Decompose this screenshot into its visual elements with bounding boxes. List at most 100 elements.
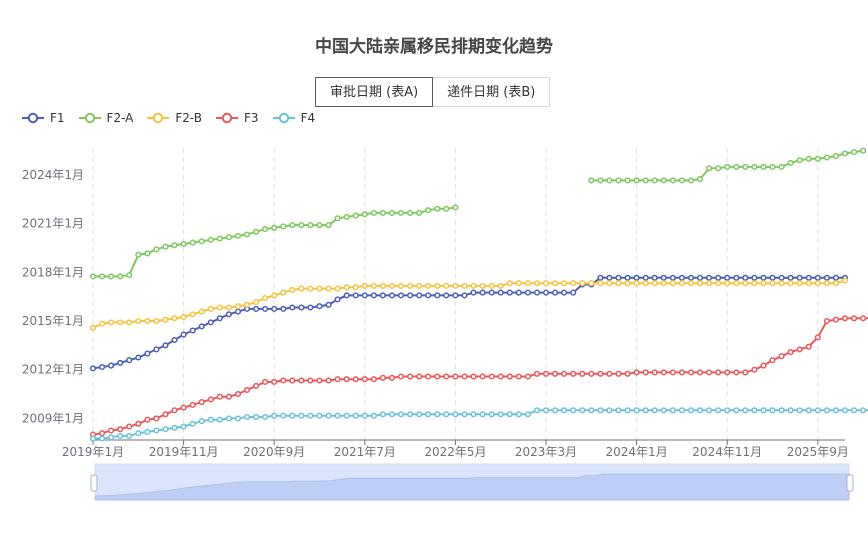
data-point-f2-b: [99, 320, 106, 327]
data-point-f2-a: [606, 177, 613, 184]
data-point-f3: [289, 377, 296, 384]
legend-item-f1[interactable]: F1: [22, 111, 65, 125]
data-point-f1: [742, 274, 749, 281]
data-point-f4: [624, 407, 631, 414]
data-point-f1: [760, 274, 767, 281]
data-point-f2-a: [171, 242, 178, 249]
data-point-f2-a: [434, 205, 441, 212]
data-point-f2-b: [434, 282, 441, 289]
zoom-handle-left[interactable]: [90, 474, 98, 492]
data-point-f3: [506, 373, 513, 380]
data-point-f2-b: [216, 304, 223, 311]
data-point-f2-a: [724, 163, 731, 170]
data-point-f3: [860, 315, 867, 322]
data-point-f2-b: [298, 285, 305, 292]
data-point-f1: [524, 289, 531, 296]
data-point-f3: [724, 369, 731, 376]
data-point-f1: [470, 289, 477, 296]
data-point-f3: [108, 427, 115, 434]
data-point-f1: [570, 289, 577, 296]
data-point-f4: [89, 435, 97, 442]
data-point-f3: [361, 376, 368, 383]
data-point-f1: [425, 292, 432, 299]
data-point-f3: [823, 317, 830, 325]
data-point-f4: [823, 407, 830, 414]
data-point-f2-b: [180, 313, 187, 321]
data-point-f4: [479, 411, 486, 418]
legend-item-f3[interactable]: F3: [216, 111, 259, 125]
data-point-f3: [651, 369, 658, 376]
data-point-f3: [316, 377, 323, 384]
legend-label: F1: [50, 111, 65, 125]
data-point-f2-b: [561, 280, 568, 287]
data-point-f4: [769, 407, 776, 414]
data-point-f4: [407, 411, 414, 418]
data-point-f1: [669, 274, 676, 281]
data-point-f3: [343, 376, 350, 383]
data-point-f1: [334, 296, 341, 303]
legend-item-f2-b[interactable]: F2-B: [147, 111, 202, 125]
data-point-f4: [343, 412, 350, 419]
data-point-f1: [515, 289, 522, 296]
data-point-f2-a: [588, 177, 595, 184]
data-point-f2-a: [407, 209, 414, 216]
data-point-f2-b: [796, 280, 803, 287]
data-point-f1: [271, 305, 278, 312]
data-point-f4: [542, 407, 550, 414]
data-point-f2-a: [796, 157, 803, 164]
data-point-f4: [860, 407, 867, 414]
data-point-f1: [189, 327, 196, 334]
data-point-f1: [416, 292, 423, 299]
data-point-f3: [461, 373, 468, 380]
data-point-f2-a: [370, 209, 377, 216]
y-tick-label: 2015年1月: [22, 314, 84, 328]
data-point-f1: [660, 274, 667, 281]
data-point-f2-a: [280, 223, 287, 230]
data-point-f4: [298, 412, 305, 419]
legend-label: F2-B: [175, 111, 203, 125]
data-point-f4: [180, 423, 187, 430]
data-point-f3: [225, 393, 232, 400]
data-point-f1: [262, 305, 269, 312]
zoom-handle-right[interactable]: [846, 474, 854, 492]
data-point-f2-b: [778, 280, 785, 287]
y-tick-label: 2024年1月: [22, 168, 84, 182]
data-point-f3: [243, 386, 251, 394]
data-point-f2-a: [207, 236, 214, 243]
data-point-f2-b: [814, 280, 821, 287]
data-point-f4: [497, 411, 504, 418]
data-point-f2-a: [153, 246, 160, 253]
data-point-f2-b: [579, 280, 586, 287]
data-point-f4: [397, 411, 405, 418]
data-point-f2-b: [262, 295, 269, 302]
data-point-f2-a: [851, 149, 858, 156]
data-point-f4: [533, 407, 541, 414]
data-point-f1: [606, 274, 613, 281]
legend-item-f2-a[interactable]: F2-A: [78, 111, 133, 125]
data-point-f2-a: [298, 222, 305, 229]
data-point-f4: [153, 427, 160, 434]
data-point-f2-a: [135, 251, 142, 258]
data-point-f3: [397, 373, 405, 380]
data-point-f3: [642, 369, 649, 376]
data-point-f4: [715, 407, 722, 414]
legend-item-f4[interactable]: F4: [272, 111, 315, 125]
data-point-f4: [198, 418, 205, 425]
data-point-f1: [832, 274, 839, 281]
data-point-f2-a: [325, 222, 332, 229]
data-point-f2-a: [397, 209, 405, 216]
data-point-f1: [633, 274, 640, 281]
data-point-f3: [696, 369, 704, 376]
tab-approval-date[interactable]: 审批日期 (表A): [315, 77, 434, 107]
data-point-f2-b: [253, 299, 260, 306]
x-tick-label: 2022年5月: [424, 445, 486, 459]
data-point-f2-b: [144, 317, 151, 325]
data-point-f2-b: [533, 280, 541, 287]
legend-marker-icon: [78, 112, 101, 124]
tab-filing-date[interactable]: 递件日期 (表B): [433, 77, 551, 107]
data-point-f4: [642, 407, 649, 414]
data-point-f3: [180, 404, 187, 411]
data-point-f2-b: [379, 282, 386, 289]
data-point-f2-b: [479, 282, 486, 289]
data-point-f2-a: [633, 177, 640, 184]
